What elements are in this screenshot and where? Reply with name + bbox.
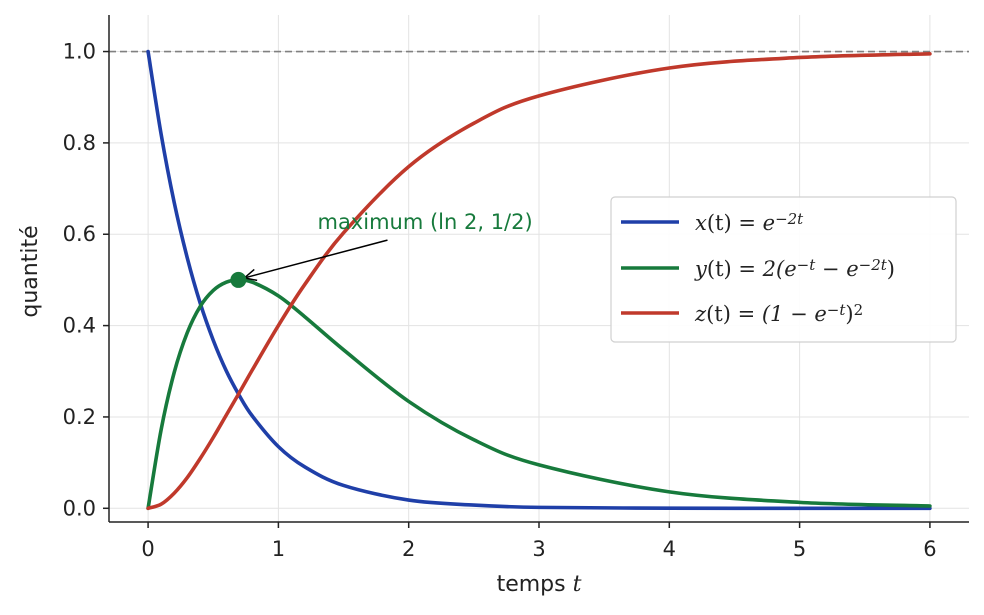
annotation-label: maximum (ln 2, 1/2) <box>317 210 532 234</box>
x-tick-label-4: 4 <box>663 537 676 561</box>
series-z-line <box>146 52 932 511</box>
series-y-line <box>146 278 932 511</box>
annotation: maximum (ln 2, 1/2) <box>230 210 533 288</box>
legend-label-y: y(t) = 2(e−t − e−2t) <box>694 256 895 281</box>
series-x-line <box>146 49 932 511</box>
x-tick-label-3: 3 <box>532 537 545 561</box>
legend-label-x: x(t) = e−2t <box>695 210 804 235</box>
y-tick-label-4: 0.8 <box>63 131 96 155</box>
x-tick-label-6: 6 <box>923 537 936 561</box>
y-tick-label-0: 0.0 <box>63 496 96 520</box>
legend-label-z: z(t) = (1 − e−t)2 <box>694 301 863 326</box>
y-ticks: 0.0 0.2 0.4 0.6 0.8 1.0 <box>63 40 109 520</box>
x-ticks: 0 1 2 3 4 5 6 <box>141 522 937 561</box>
annotation-arrow <box>244 239 388 279</box>
x-tick-label-0: 0 <box>141 537 154 561</box>
y-tick-label-3: 0.6 <box>63 222 96 246</box>
legend-box <box>610 196 957 343</box>
series-layer <box>146 49 932 511</box>
y-tick-label-5: 1.0 <box>63 40 96 64</box>
x-axis-label-prefix: temps <box>497 572 573 597</box>
x-tick-label-1: 1 <box>272 537 285 561</box>
y-tick-label-1: 0.2 <box>63 405 96 429</box>
y-axis-label: quantité <box>18 225 43 317</box>
x-tick-label-5: 5 <box>793 537 806 561</box>
maximum-point <box>230 271 247 288</box>
x-axis-label: temps t <box>497 572 582 597</box>
x-axis-label-variable: t <box>573 572 582 597</box>
x-tick-label-2: 2 <box>402 537 415 561</box>
y-tick-label-2: 0.4 <box>63 314 96 338</box>
legend: x(t) = e−2t y(t) = 2(e−t − e−2t) z(t) = (1… <box>610 196 957 343</box>
